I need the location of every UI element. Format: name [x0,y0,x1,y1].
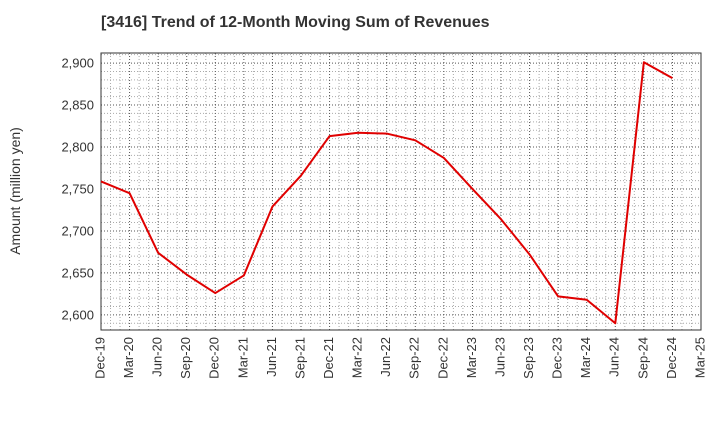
x-tick-label: Mar-22 [350,337,365,378]
y-tick-label: 2,600 [61,307,94,322]
x-tick-label: Dec-20 [207,337,222,379]
plot-area-frame [100,52,702,331]
x-tick-label: Mar-20 [121,337,136,378]
x-tick-label: Sep-21 [292,337,307,379]
y-tick-label: 2,700 [61,223,94,238]
x-tick-label: Sep-22 [407,337,422,379]
series-line [100,61,673,325]
x-tick-label: Jun-23 [492,337,507,377]
x-tick-label: Mar-23 [464,337,479,378]
x-tick-label: Sep-24 [635,337,650,379]
x-tick-label: Jun-24 [607,337,622,377]
x-tick-label: Dec-21 [321,337,336,379]
x-tick-label: Jun-21 [264,337,279,377]
y-axis-label: Amount (million yen) [7,127,23,255]
x-tick-label: Sep-20 [178,337,193,379]
y-tick-label: 2,650 [61,265,94,280]
y-tick-label: 2,750 [61,181,94,196]
chart-title: [3416] Trend of 12-Month Moving Sum of R… [101,14,490,31]
x-tick-label: Dec-19 [92,337,107,379]
x-tick-label: Mar-24 [578,337,593,378]
x-tick-label: Mar-25 [692,337,707,378]
y-tick-label: 2,850 [61,98,94,113]
x-tick-label: Dec-23 [550,337,565,379]
x-tick-label: Jun-22 [378,337,393,377]
x-tick-label: Dec-22 [435,337,450,379]
x-tick-label: Dec-24 [664,337,679,379]
x-tick-label: Jun-20 [150,337,165,377]
x-tick-label: Mar-21 [235,337,250,378]
x-tick-label: Sep-23 [521,337,536,379]
y-tick-label: 2,800 [61,140,94,155]
y-tick-label: 2,900 [61,56,94,71]
